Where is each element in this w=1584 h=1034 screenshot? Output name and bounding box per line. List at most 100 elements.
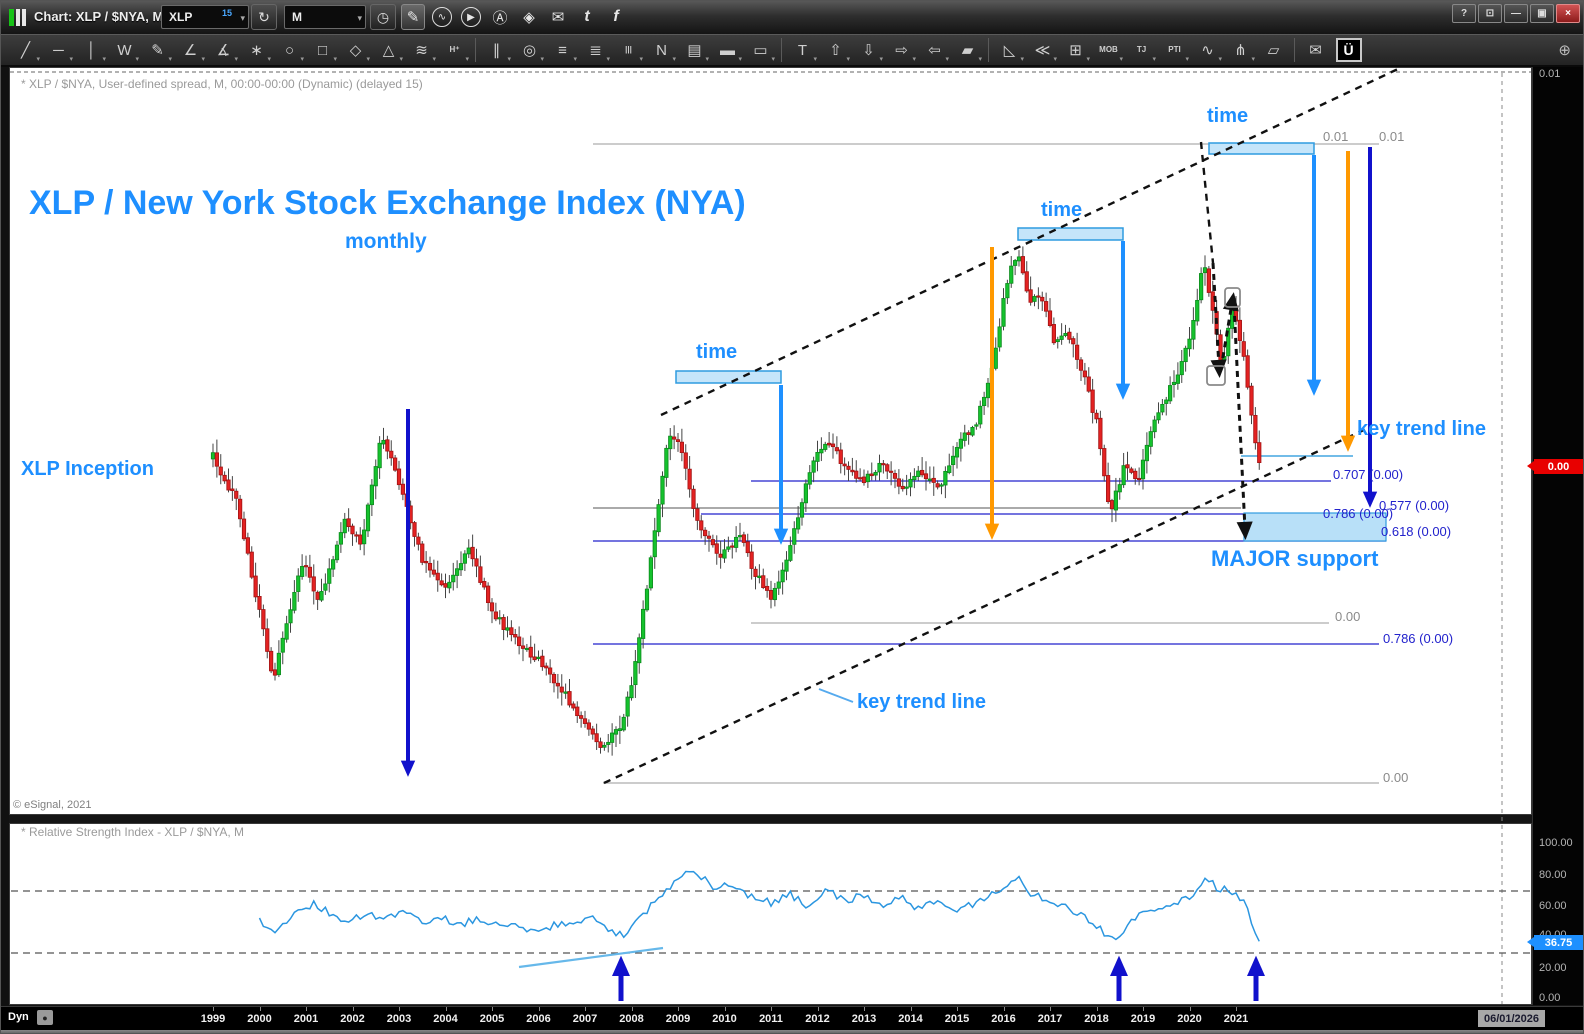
tool-caret[interactable]: ▾: [234, 55, 238, 63]
price-pane[interactable]: [9, 67, 1532, 815]
chat-button[interactable]: ✉: [546, 4, 570, 30]
lock-icon[interactable]: ●: [37, 1010, 53, 1025]
callout-tool[interactable]: ▰ ▾: [951, 37, 984, 64]
tool-caret[interactable]: ▾: [465, 55, 469, 63]
grid-tool[interactable]: ⊞ ▾: [1059, 37, 1092, 64]
mob-study-tool[interactable]: MOB ▾: [1092, 37, 1125, 64]
fib-time-zones-tool[interactable]: ||| ▾: [612, 37, 645, 64]
time-label-2[interactable]: time: [1041, 199, 1083, 221]
wave-count-tool[interactable]: N ▾: [645, 37, 678, 64]
alerts-button[interactable]: Ⓐ: [488, 4, 512, 30]
magnet-tool[interactable]: Ü: [1332, 37, 1365, 64]
time-templates-button[interactable]: ◷: [370, 4, 396, 30]
tool-caret[interactable]: ▾: [1053, 55, 1057, 63]
symbol-input[interactable]: XLP 15 ▾: [161, 5, 249, 29]
band-tool[interactable]: ▬ ▾: [711, 37, 744, 64]
key-trend-line-label-bottom[interactable]: key trend line: [857, 691, 986, 713]
elliott-wave-tool[interactable]: ∿ ▾: [1191, 37, 1224, 64]
tool-caret[interactable]: ▾: [1218, 55, 1222, 63]
tool-caret[interactable]: ▾: [1185, 55, 1189, 63]
tool-caret[interactable]: ▾: [135, 55, 139, 63]
tool-caret[interactable]: ▾: [201, 55, 205, 63]
studies-wave-button[interactable]: ∿: [430, 4, 454, 30]
chart-title-annotation[interactable]: XLP / New York Stock Exchange Index (NYA…: [29, 184, 746, 222]
interval-dropdown-caret[interactable]: ▾: [357, 13, 362, 23]
scrollbar-strip[interactable]: [1, 1030, 1583, 1033]
trendline-tool[interactable]: ╱ ▾: [9, 37, 42, 64]
tool-caret[interactable]: ▾: [366, 55, 370, 63]
cube-button[interactable]: ◈: [517, 4, 541, 30]
note-tool[interactable]: ✉: [1299, 37, 1332, 64]
tool-caret[interactable]: ▾: [333, 55, 337, 63]
extended-ray-tool[interactable]: ∡ ▾: [207, 37, 240, 64]
fib-retracement-tool[interactable]: ≡ ▾: [546, 37, 579, 64]
chart-subtitle-annotation[interactable]: monthly: [345, 230, 427, 253]
tool-caret[interactable]: ▾: [813, 55, 817, 63]
triangle-tool[interactable]: △ ▾: [372, 37, 405, 64]
tool-caret[interactable]: ▾: [1020, 55, 1024, 63]
facebook-button[interactable]: f: [604, 4, 628, 30]
xlp-inception-label[interactable]: XLP Inception: [21, 458, 154, 480]
playback-button[interactable]: ▶: [459, 4, 483, 30]
channel-band-tool[interactable]: ▭ ▾: [744, 37, 777, 64]
pti-study-tool[interactable]: PTI ▾: [1158, 37, 1191, 64]
tool-caret[interactable]: ▾: [432, 55, 436, 63]
tool-caret[interactable]: ▾: [168, 55, 172, 63]
key-trend-line-label-right[interactable]: key trend line: [1357, 418, 1486, 440]
symbol-dropdown-caret[interactable]: ▾: [240, 13, 245, 23]
ray-tool[interactable]: ∠ ▾: [174, 37, 207, 64]
pitchfork-tool[interactable]: ⋔ ▾: [1224, 37, 1257, 64]
tool-caret[interactable]: ▾: [1152, 55, 1156, 63]
fib-circles-tool[interactable]: ◎ ▾: [513, 37, 546, 64]
close-button[interactable]: ×: [1556, 4, 1580, 23]
tool-caret[interactable]: ▾: [573, 55, 577, 63]
gann-fan-tool[interactable]: ≪ ▾: [1026, 37, 1059, 64]
regression-band-tool[interactable]: ▤ ▾: [678, 37, 711, 64]
parallel-lines-tool[interactable]: ≋ ▾: [405, 37, 438, 64]
tool-caret[interactable]: ▾: [606, 55, 610, 63]
tool-caret[interactable]: ▾: [879, 55, 883, 63]
symbol-sync-button[interactable]: ↻: [251, 4, 277, 30]
ellipse-tool[interactable]: ○ ▾: [273, 37, 306, 64]
arrow-right-tool[interactable]: ⇨ ▾: [885, 37, 918, 64]
restore-button[interactable]: ▣: [1530, 4, 1554, 23]
parallel-channel-tool[interactable]: ∥ ▾: [480, 37, 513, 64]
arrow-down-tool[interactable]: ⇩ ▾: [852, 37, 885, 64]
fib-extension-tool[interactable]: ≣ ▾: [579, 37, 612, 64]
tool-caret[interactable]: ▾: [705, 55, 709, 63]
rectangle-tool[interactable]: □ ▾: [306, 37, 339, 64]
twitter-button[interactable]: t: [575, 4, 599, 30]
rsi-pane[interactable]: [9, 823, 1532, 1005]
diamond-tool[interactable]: ◇ ▾: [339, 37, 372, 64]
annotate-pencil-button[interactable]: ✎: [401, 4, 425, 30]
text-tool[interactable]: T ▾: [786, 37, 819, 64]
tool-caret[interactable]: ▾: [102, 55, 106, 63]
tool-caret[interactable]: ▾: [300, 55, 304, 63]
time-label-3[interactable]: time: [1207, 105, 1249, 127]
tool-caret[interactable]: ▾: [846, 55, 850, 63]
tool-caret[interactable]: ▾: [69, 55, 73, 63]
measure-tool[interactable]: H⁺ ▾: [438, 37, 471, 64]
eraser-tool[interactable]: ▱: [1257, 37, 1290, 64]
price-axis[interactable]: [1532, 67, 1583, 1005]
tool-caret[interactable]: ▾: [507, 55, 511, 63]
tool-caret[interactable]: ▾: [945, 55, 949, 63]
tool-caret[interactable]: ▾: [399, 55, 403, 63]
tool-caret[interactable]: ▾: [912, 55, 916, 63]
tool-caret[interactable]: ▾: [672, 55, 676, 63]
tool-caret[interactable]: ▾: [639, 55, 643, 63]
vertical-line-tool[interactable]: │ ▾: [75, 37, 108, 64]
pencil-tool[interactable]: ✎ ▾: [141, 37, 174, 64]
tj-study-tool[interactable]: TJ ▾: [1125, 37, 1158, 64]
horizontal-line-tool[interactable]: ─ ▾: [42, 37, 75, 64]
panel-button[interactable]: ⊡: [1478, 4, 1502, 23]
minimize-button[interactable]: —: [1504, 4, 1528, 23]
speed-fan-tool[interactable]: ◺ ▾: [993, 37, 1026, 64]
arrow-up-tool[interactable]: ⇧ ▾: [819, 37, 852, 64]
zigzag-tool[interactable]: W ▾: [108, 37, 141, 64]
help-button[interactable]: ?: [1452, 4, 1476, 23]
arrow-left-tool[interactable]: ⇦ ▾: [918, 37, 951, 64]
tool-caret[interactable]: ▾: [267, 55, 271, 63]
time-label-1[interactable]: time: [696, 341, 738, 363]
multi-ray-tool[interactable]: ∗ ▾: [240, 37, 273, 64]
